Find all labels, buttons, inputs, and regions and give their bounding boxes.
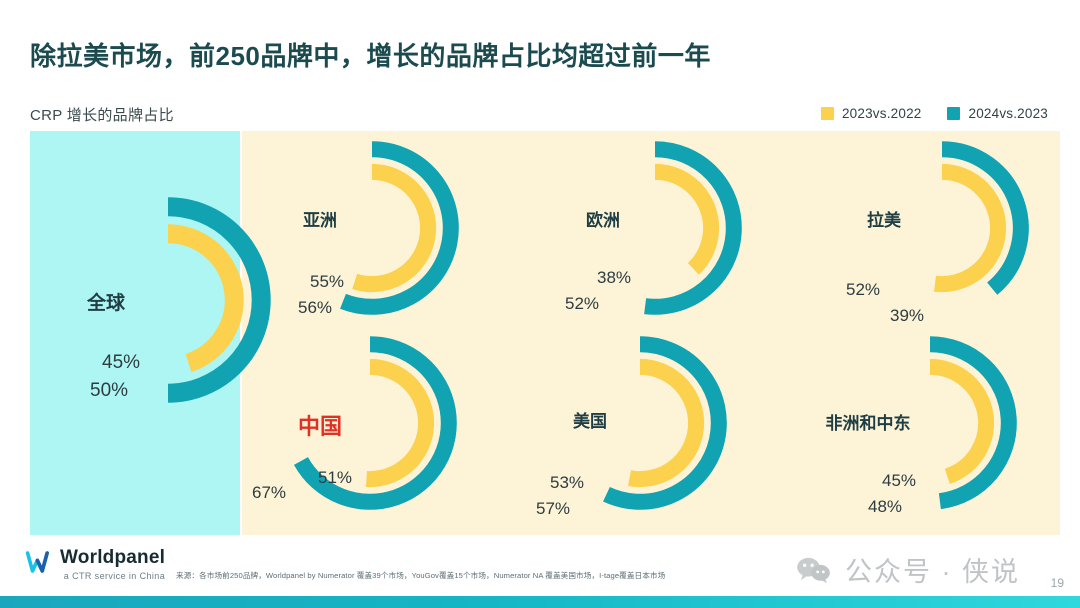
chart-legend: 2023vs.2022 2024vs.2023 [820,106,1048,121]
source-footnote: 来源：各市场前250品牌，Worldpanel by Numerator 覆盖3… [176,571,666,580]
gauge-label-4: 中国 [297,414,342,439]
wechat-bubble-icon [797,557,830,583]
page-number: 19 [1050,576,1064,590]
gauge-arc-yellow-4 [365,358,435,488]
watermark-text: 公众号 · 侠说 [845,557,1020,587]
gauge-3 [850,136,1034,320]
gauge-arc-yellow-1 [352,163,437,293]
bottom-accent-bar [0,596,1080,608]
worldpanel-logo: Worldpanel a CTR service in China [26,547,166,581]
gauge-arcs-1 [340,141,459,315]
gauge-arc-teal-6 [929,336,1017,510]
gauge-arc-yellow-0 [167,224,244,373]
worldpanel-logo-subtitle: a CTR service in China [63,570,166,581]
gauge-value-teal-2: 52% [565,294,600,313]
panel-regions [242,131,1060,535]
gauge-label-5: 美国 [573,412,607,431]
gauge-value-teal-0: 50% [90,380,129,401]
gauge-arcs-6 [929,336,1017,510]
worldpanel-w-icon [26,551,49,573]
gauge-arc-yellow-6 [929,358,995,484]
legend-swatch-teal-icon [947,107,961,120]
gauge-value-yellow-1: 55% [310,272,345,291]
gauge-value-teal-4: 67% [252,483,287,502]
gauge-arcs-5 [603,336,727,510]
gauge-value-yellow-3: 52% [846,280,881,299]
legend-label-2024vs2023: 2024vs.2023 [968,106,1048,121]
gauge-arc-teal-5 [603,336,727,510]
gauge-value-yellow-6: 45% [882,471,917,490]
wechat-watermark: 公众号 · 侠说 [795,550,1020,589]
gauge-value-teal-1: 56% [298,298,333,317]
page-title: 除拉美市场，前250品牌中，增长的品牌占比均超过前一年 [30,36,1030,73]
gauge-label-6: 非洲和中东 [825,414,911,433]
panel-global [30,131,240,535]
gauge-arc-teal-3 [941,141,1029,295]
gauge-1 [280,136,464,320]
gauge-label-3: 拉美 [867,211,901,230]
legend-swatch-yellow-icon [820,107,834,120]
gauge-2 [563,136,747,320]
gauge-arcs-2 [644,141,742,315]
subheader-row: CRP 增长的品牌占比 2023vs.2022 2024vs.2023 [0,104,1080,132]
gauge-label-1: 亚洲 [303,211,337,230]
gauge-value-yellow-2: 38% [597,268,632,287]
gauge-value-teal-3: 39% [890,306,925,325]
gauge-arcs-3 [933,141,1029,295]
gauge-arc-teal-0 [167,197,271,403]
gauge-arc-yellow-2 [654,163,720,275]
legend-item-2023vs2022: 2023vs.2022 [820,106,922,121]
gauge-value-yellow-0: 45% [102,352,141,373]
gauge-value-teal-5: 57% [536,499,571,518]
gauge-value-yellow-4: 51% [318,468,353,487]
page-title-text: 除拉美市场，前250品牌中，增长的品牌占比均超过前一年 [30,41,711,71]
gauge-arc-yellow-3 [933,163,1007,293]
gauge-arcs-0 [167,197,271,403]
worldpanel-logo-name: Worldpanel [60,547,166,568]
legend-label-2023vs2022: 2023vs.2022 [841,106,922,121]
crp-metric-label: CRP 增长的品牌占比 [30,107,174,124]
gauge-arc-yellow-5 [628,358,705,488]
gauge-arc-teal-1 [340,141,459,315]
gauge-6 [838,331,1022,515]
gauge-label-2: 欧洲 [586,211,620,230]
gauge-0 [61,193,275,407]
gauge-arc-teal-2 [644,141,742,315]
gauge-5 [548,331,732,515]
gauge-arc-teal-4 [293,336,457,510]
legend-item-2024vs2023: 2024vs.2023 [947,106,1048,121]
gauge-value-teal-6: 48% [868,497,903,516]
gauge-label-0: 全球 [86,293,125,314]
slide-footer: Worldpanel a CTR service in China 来源：各市场… [0,536,1080,608]
gauge-value-yellow-5: 53% [550,473,585,492]
gauge-arcs-4 [293,336,457,510]
gauge-4 [278,331,462,515]
